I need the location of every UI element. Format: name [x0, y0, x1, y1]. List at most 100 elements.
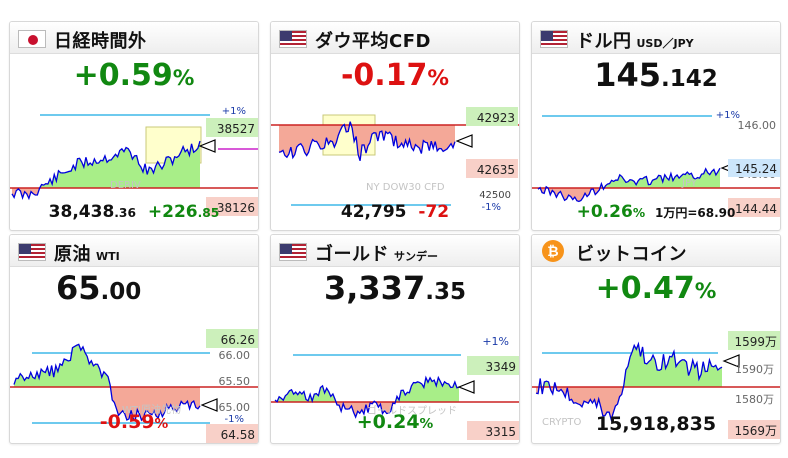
percent-note-row: +0.26% 1万円=68.90 [532, 202, 780, 222]
upper-bound-label-bg [728, 331, 780, 350]
change-percent: -0.59% [99, 411, 169, 433]
upper-bound-label-bg [466, 107, 518, 126]
change-value: +226.85 [147, 202, 220, 222]
upper-bound-label: 3349 [485, 360, 516, 374]
lower-bound-label-bg [728, 198, 780, 217]
dow-card[interactable]: ダウ平均CFD NY DOW30 CFD 42923 42635 42500 -1% -… [270, 21, 520, 231]
svg-text:₿: ₿ [547, 244, 558, 260]
gold-card[interactable]: ゴールド サンデー +1% ゴールドスプレッド 3349 3315 3,337.35 +… [270, 234, 520, 444]
current-price-label-bg [728, 159, 780, 177]
lower-bound-label-bg [206, 424, 258, 443]
card-header: ドル円 USD／JPY [532, 22, 780, 54]
chart-watermark: ゴールドスプレッド [367, 404, 457, 417]
upper-bound-label: 1599万 [734, 335, 777, 349]
card-title: 原油 WTI [54, 244, 120, 265]
current-price-pointer-icon [722, 354, 740, 368]
card-header: 日経時間外 [10, 22, 258, 54]
card-header: ゴールド サンデー [271, 235, 519, 267]
price-value: 15,918,835 [595, 413, 717, 435]
card-header: 原油 WTI [10, 235, 258, 267]
chart-watermark: NY DOW30 CFD [366, 182, 445, 193]
band-percent-label: -1% [225, 414, 244, 425]
axis-top-label: 146.00 [738, 119, 777, 132]
chart-watermark: DERIV [110, 180, 141, 191]
band-value-label: 42500 [479, 190, 511, 201]
price-change-row: 42,795 -72 [271, 202, 519, 222]
upper-bound-label-bg [467, 356, 519, 375]
price-line [537, 167, 721, 203]
current-price-pointer-icon [198, 139, 216, 153]
us-flag-icon [279, 30, 307, 48]
lower-bound-label-bg [728, 420, 780, 439]
gain-area [12, 141, 200, 188]
gain-area [14, 344, 200, 387]
bitcoin-icon: ₿ [542, 240, 564, 262]
price-line [278, 121, 456, 161]
card-title: 日経時間外 [54, 31, 147, 52]
lower-bound-label: 38126 [217, 201, 255, 215]
axis-mid-label: 65.50 [219, 375, 251, 388]
bitcoin-chart: CRYPTO 1599万 1590万 1580万 1569万 [532, 331, 780, 439]
change-percent: +0.47% [595, 271, 717, 306]
price-value: 65.00 [56, 269, 142, 307]
band-percent-label: -1% [482, 202, 501, 213]
upper-bound-label-bg [206, 329, 258, 348]
lower-bound-label-bg [466, 159, 518, 178]
lower-bound-label: 1569万 [734, 424, 777, 438]
price-value: 3,337.35 [323, 269, 467, 307]
lower-bound-label: 64.58 [221, 428, 255, 442]
price-line [13, 343, 201, 422]
change-value: -72 [418, 202, 450, 222]
loss-area [12, 188, 200, 199]
current-price-label: 145.24 [735, 162, 777, 176]
upper-bound-label: 42923 [477, 111, 515, 125]
band-percent-label: +1% [482, 335, 509, 348]
lower-bound-label-bg [467, 421, 519, 440]
upper-bound-label: 66.26 [221, 333, 255, 347]
price-value: 42,795 [340, 202, 407, 222]
change-percent: +0.24% [356, 411, 434, 433]
lower-bound-label: 3315 [485, 425, 516, 439]
card-title: ダウ平均CFD [315, 31, 431, 52]
band-percent-label: +1% [222, 106, 246, 117]
current-price-pointer-icon [455, 134, 473, 148]
card-title: ビットコイン [576, 244, 687, 265]
us-flag-icon [540, 30, 568, 48]
japan-flag-icon [18, 30, 46, 48]
price-line [535, 341, 723, 422]
band-percent-label: +1% [716, 110, 740, 121]
lower-bound-label-bg [206, 197, 258, 216]
change-percent: -0.17% [340, 58, 450, 93]
gain-area [536, 343, 722, 387]
nikkei-card[interactable]: 日経時間外 +1% DERIV 38527 38126 +0.59% 38,438.3… [9, 21, 259, 231]
axis-label-1590: 1590万 [735, 363, 774, 376]
loss-area [14, 387, 200, 421]
card-title: ゴールド サンデー [315, 244, 438, 265]
yen-conversion-note: 1万円=68.90 [655, 206, 736, 220]
change-percent: +0.59% [73, 58, 195, 93]
loss-area [538, 188, 720, 202]
gain-area [538, 168, 720, 188]
upper-bound-label-bg [206, 118, 258, 137]
lower-bound-label: 42635 [477, 163, 515, 177]
price-value: 38,438.36 [48, 202, 136, 222]
card-header: ₿ ビットコイン [532, 235, 780, 267]
us-flag-icon [279, 243, 307, 261]
oil-card[interactable]: 原油 WTI WTI原油先物 66.26 66.00 65.50 65.00 -1% 64.5… [9, 234, 259, 444]
gold-chart: +1% ゴールドスプレッド 3349 3315 [271, 335, 519, 440]
loss-area [279, 125, 455, 161]
upper-bound-label: 38527 [217, 122, 255, 136]
us-flag-icon [18, 243, 46, 261]
lower-bound-label: 144.44 [735, 202, 777, 216]
price-value: 145.142 [594, 56, 718, 94]
current-price-pointer-icon [200, 398, 218, 412]
loss-area [536, 387, 722, 420]
loss-area [275, 402, 459, 418]
price-change-row: 38,438.36 +226.85 [10, 202, 258, 222]
chart-watermark: JPY [681, 178, 698, 189]
axis-label-1580: 1580万 [735, 393, 774, 406]
bitcoin-card[interactable]: ₿ ビットコイン CRYPTO 1599万 1590万 1580万 1569万 +0.4… [531, 234, 781, 444]
chart-watermark: CRYPTO [542, 417, 582, 428]
axis-top-label: 66.00 [219, 349, 251, 362]
